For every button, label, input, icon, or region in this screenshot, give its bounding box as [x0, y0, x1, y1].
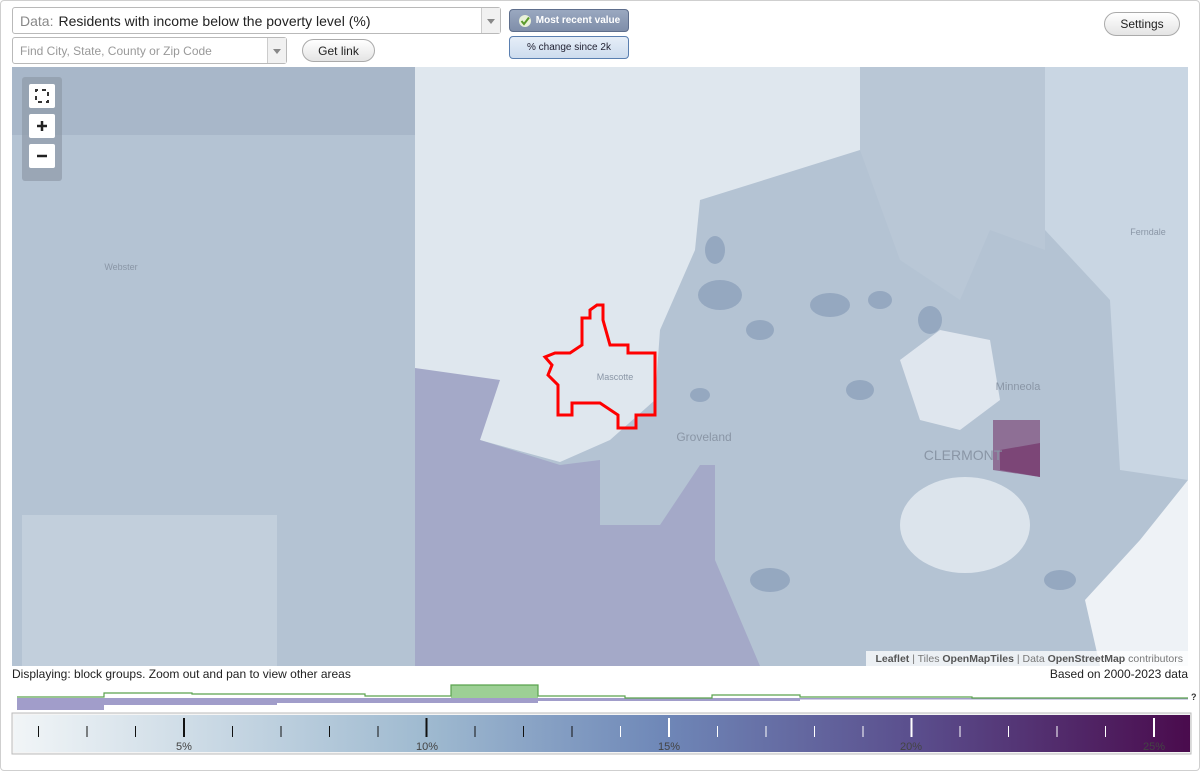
legend-label: 5% — [176, 741, 192, 753]
displaying-note: Displaying: block groups. Zoom out and p… — [12, 667, 351, 681]
dropdown-arrow[interactable] — [481, 8, 500, 33]
place-label: Ferndale — [1130, 227, 1166, 237]
legend-label: 10% — [416, 741, 438, 753]
place-label: Mascotte — [597, 372, 634, 382]
attribution-bg — [866, 651, 1188, 666]
data-label: Data: — [20, 12, 54, 29]
check-icon — [518, 14, 531, 27]
lake-region — [900, 477, 1030, 573]
region — [415, 368, 760, 666]
region — [12, 67, 415, 135]
legend-label: 15% — [658, 741, 680, 753]
legend-label: 20% — [900, 741, 922, 753]
region — [860, 67, 1045, 300]
map[interactable]: Webster Mascotte Groveland CLERMONT Minn… — [12, 67, 1188, 666]
zoom-fit[interactable] — [29, 84, 55, 108]
help-mark[interactable]: ? — [1191, 692, 1197, 702]
attribution-link[interactable]: OpenStreetMap — [1048, 653, 1126, 665]
attribution-text: | Tiles — [912, 653, 939, 665]
data-select[interactable]: Data: Residents with income below the po… — [12, 7, 501, 34]
attribution-link[interactable]: OpenMapTiles — [942, 653, 1014, 665]
place-labels: Webster Mascotte Groveland CLERMONT Minn… — [104, 227, 1165, 463]
selected-area[interactable] — [542, 303, 657, 430]
histogram — [17, 684, 1188, 710]
attribution-text: | Data — [1017, 653, 1045, 665]
region — [1045, 67, 1188, 480]
settings-button[interactable]: Settings — [1104, 12, 1180, 36]
region — [22, 515, 277, 666]
legend-gradient — [14, 715, 1190, 752]
search-placeholder: Find City, State, County or Zip Code — [20, 43, 212, 58]
place-label: Minneola — [996, 381, 1042, 393]
region — [1000, 443, 1040, 477]
legend: ? 5% 10% 15% 20% 25% — [11, 684, 1197, 755]
based-on-note: Based on 2000-2023 data — [1049, 667, 1188, 681]
attribution-link[interactable]: Leaflet — [875, 653, 909, 665]
zoom-in[interactable] — [29, 114, 55, 138]
search-box[interactable]: Find City, State, County or Zip Code — [12, 37, 287, 64]
most-recent-label: Most recent value — [535, 15, 621, 26]
region — [1085, 480, 1188, 666]
place-label: Webster — [104, 262, 137, 272]
most-recent-toggle[interactable]: Most recent value — [509, 9, 629, 32]
zoom-out[interactable] — [29, 144, 55, 168]
data-value: Residents with income below the poverty … — [58, 12, 371, 29]
search-arrow[interactable] — [267, 38, 286, 63]
attribution: Leaflet | Tiles OpenMapTiles | Data Open… — [875, 653, 1183, 665]
legend-label: 25% — [1143, 741, 1165, 753]
lakes — [690, 236, 1076, 592]
place-label: Groveland — [676, 430, 731, 444]
place-label: CLERMONT — [924, 447, 1003, 463]
region — [900, 330, 1000, 430]
change-toggle[interactable]: % change since 2k — [509, 36, 629, 59]
get-link-button[interactable]: Get link — [302, 39, 375, 62]
attribution-text: contributors — [1128, 653, 1183, 665]
region — [415, 67, 860, 462]
legend-ticks — [38, 718, 1155, 737]
